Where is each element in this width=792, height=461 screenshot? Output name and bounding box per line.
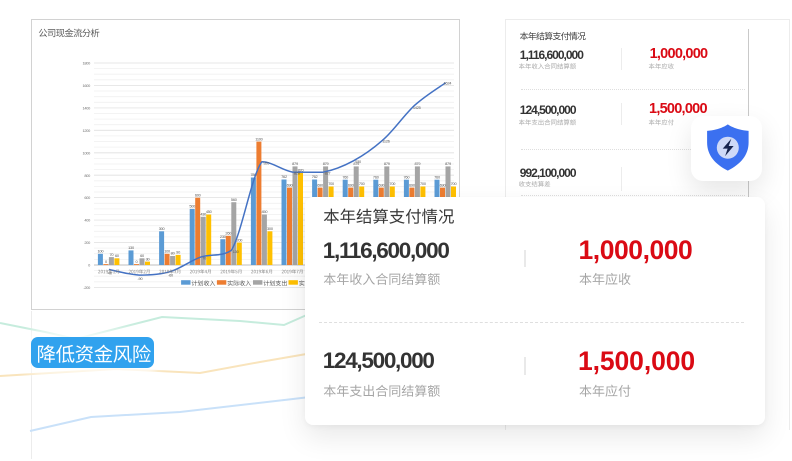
svg-text:762: 762 xyxy=(312,174,318,179)
svg-text:1425: 1425 xyxy=(413,105,421,110)
svg-text:-90: -90 xyxy=(138,276,144,281)
svg-text:60: 60 xyxy=(140,253,145,258)
svg-text:828: 828 xyxy=(294,171,300,176)
svg-text:200: 200 xyxy=(84,240,91,245)
svg-text:80: 80 xyxy=(171,251,176,256)
svg-text:260: 260 xyxy=(225,231,232,236)
svg-text:690: 690 xyxy=(287,182,294,187)
svg-text:920: 920 xyxy=(263,160,270,165)
svg-text:700: 700 xyxy=(451,181,458,186)
svg-text:450: 450 xyxy=(206,209,213,214)
svg-text:200: 200 xyxy=(236,237,243,242)
svg-text:1800: 1800 xyxy=(83,61,92,66)
svg-text:30: 30 xyxy=(146,256,151,261)
svg-text:762: 762 xyxy=(281,174,287,179)
svg-text:700: 700 xyxy=(328,181,335,186)
svg-text:130: 130 xyxy=(233,249,240,254)
svg-text:879: 879 xyxy=(384,161,390,166)
svg-text:1200: 1200 xyxy=(83,128,92,133)
svg-text:690: 690 xyxy=(440,182,447,187)
svg-text:879: 879 xyxy=(415,161,421,166)
svg-text:500: 500 xyxy=(189,204,196,209)
svg-text:70: 70 xyxy=(202,256,207,261)
svg-text:-200: -200 xyxy=(83,285,91,290)
svg-text:930: 930 xyxy=(355,159,362,164)
svg-text:300: 300 xyxy=(159,226,166,231)
svg-text:780: 780 xyxy=(251,172,258,177)
svg-text:690: 690 xyxy=(348,182,355,187)
svg-text:827: 827 xyxy=(325,171,331,176)
svg-text:400: 400 xyxy=(84,218,91,223)
svg-text:0: 0 xyxy=(88,263,91,268)
svg-text:600: 600 xyxy=(195,192,202,197)
svg-text:450: 450 xyxy=(262,209,269,214)
svg-text:690: 690 xyxy=(409,182,416,187)
svg-text:690: 690 xyxy=(317,182,324,187)
svg-text:879: 879 xyxy=(353,161,359,166)
svg-text:70: 70 xyxy=(109,252,114,257)
svg-text:690: 690 xyxy=(378,182,385,187)
svg-text:760: 760 xyxy=(373,174,380,179)
svg-text:430: 430 xyxy=(200,212,207,217)
svg-text:700: 700 xyxy=(420,181,427,186)
svg-text:1600: 1600 xyxy=(83,83,92,88)
svg-text:879: 879 xyxy=(292,161,298,166)
svg-text:1400: 1400 xyxy=(83,106,92,111)
svg-text:60: 60 xyxy=(115,253,120,258)
svg-text:100: 100 xyxy=(164,249,171,254)
svg-text:560: 560 xyxy=(231,197,238,202)
svg-text:820: 820 xyxy=(298,168,305,173)
svg-text:600: 600 xyxy=(84,195,91,200)
svg-text:700: 700 xyxy=(359,181,366,186)
svg-text:879: 879 xyxy=(323,161,329,166)
svg-text:1000: 1000 xyxy=(83,150,92,155)
svg-text:300: 300 xyxy=(267,226,274,231)
svg-text:-60: -60 xyxy=(168,273,174,278)
svg-text:1624: 1624 xyxy=(444,81,453,86)
svg-text:700: 700 xyxy=(389,181,396,186)
svg-text:-40: -40 xyxy=(107,271,113,276)
svg-text:760: 760 xyxy=(404,174,411,179)
svg-text:760: 760 xyxy=(342,174,349,179)
svg-text:800: 800 xyxy=(84,173,91,178)
svg-text:100: 100 xyxy=(98,249,105,254)
svg-text:0: 0 xyxy=(105,259,108,264)
svg-text:1126: 1126 xyxy=(382,139,389,144)
svg-text:130: 130 xyxy=(128,245,135,250)
svg-text:879: 879 xyxy=(445,161,451,166)
svg-text:90: 90 xyxy=(176,250,181,255)
svg-text:760: 760 xyxy=(434,174,441,179)
svg-text:0: 0 xyxy=(136,259,139,264)
svg-text:1100: 1100 xyxy=(255,136,263,141)
svg-text:230: 230 xyxy=(220,234,227,239)
